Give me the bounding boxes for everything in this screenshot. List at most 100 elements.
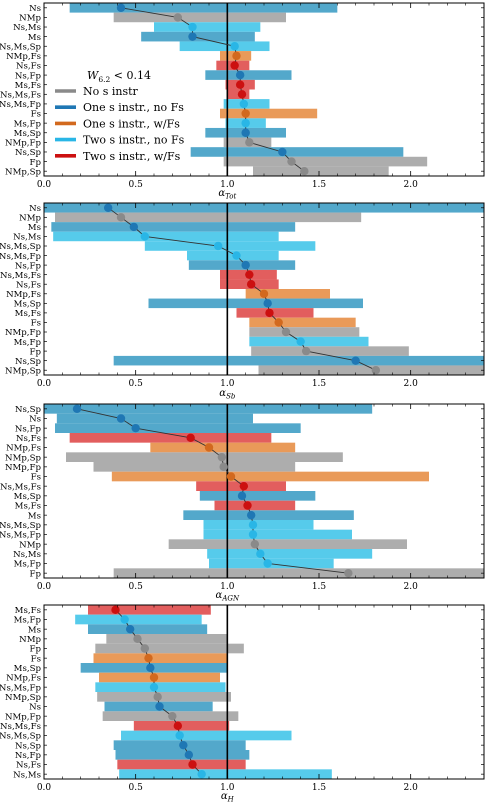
range-bar bbox=[154, 22, 261, 32]
y-tick-label: Fs bbox=[31, 319, 41, 329]
y-tick-label: Ns,Ms,Fp bbox=[0, 252, 41, 262]
median-point bbox=[72, 404, 82, 414]
range-bar bbox=[51, 222, 296, 232]
y-tick-label: Ns,Sp bbox=[15, 741, 42, 751]
median-point bbox=[239, 481, 249, 491]
median-point bbox=[116, 3, 126, 13]
range-bar bbox=[223, 156, 428, 167]
y-tick-label: Ns,Ms bbox=[13, 23, 41, 33]
y-tick-label: Ms,Fs bbox=[15, 606, 41, 616]
range-bar bbox=[69, 3, 338, 13]
range-bar bbox=[253, 166, 389, 176]
median-point bbox=[296, 337, 305, 346]
range-bar bbox=[168, 539, 407, 549]
range-bar bbox=[207, 549, 373, 559]
y-tick-label: Ns,Sp bbox=[15, 405, 42, 415]
y-tick-label: Fp bbox=[30, 158, 42, 168]
median-point bbox=[217, 452, 227, 462]
range-bar bbox=[205, 70, 292, 80]
y-tick-label: Ns bbox=[29, 703, 41, 713]
range-bar bbox=[148, 298, 363, 309]
y-tick-label: Ns,Ms,Fs bbox=[0, 722, 41, 732]
y-tick-label: Fp bbox=[30, 569, 42, 579]
y-tick-label: Ms bbox=[28, 33, 41, 43]
y-tick-label: NMp,Sp bbox=[5, 366, 41, 376]
median-point bbox=[243, 501, 252, 510]
median-point bbox=[250, 539, 260, 549]
range-bar bbox=[199, 491, 316, 501]
median-point bbox=[140, 644, 150, 653]
x-tick-label: 2.0 bbox=[404, 582, 419, 592]
median-point bbox=[149, 673, 159, 682]
range-bar bbox=[121, 730, 292, 741]
median-point bbox=[278, 147, 287, 157]
median-point bbox=[103, 203, 113, 212]
range-bar bbox=[97, 692, 232, 702]
range-bar bbox=[93, 462, 296, 472]
y-tick-label: Ns,Ms,Fs bbox=[0, 271, 41, 281]
range-bar bbox=[88, 605, 211, 615]
range-bar bbox=[88, 624, 208, 634]
y-tick-label: NMp,Fs bbox=[6, 674, 41, 684]
chart-panel-2: NsNMpMsNs,MsNs,Ms,SpNs,Ms,FpNs,FpNs,Ms,F… bbox=[0, 202, 485, 401]
median-point bbox=[237, 90, 247, 99]
median-point bbox=[144, 653, 153, 663]
range-bar bbox=[55, 212, 362, 223]
median-point bbox=[371, 366, 381, 375]
median-point bbox=[245, 270, 254, 279]
median-point bbox=[263, 299, 272, 308]
y-tick-label: Ns,Ms,Fs bbox=[0, 91, 41, 101]
y-tick-label: Ms,Fs bbox=[15, 81, 41, 91]
median-point bbox=[175, 731, 184, 740]
median-point bbox=[241, 109, 250, 118]
median-point bbox=[287, 157, 296, 166]
y-tick-label: Ns,Fs bbox=[16, 761, 41, 771]
range-bar bbox=[144, 241, 316, 251]
y-tick-label: Ns bbox=[29, 204, 41, 214]
y-tick-label: NMp bbox=[19, 540, 41, 550]
median-point bbox=[116, 414, 126, 423]
range-bar bbox=[44, 404, 373, 414]
y-tick-label: NMp,Fp bbox=[5, 712, 42, 722]
y-tick-label: Ms,Sp bbox=[14, 492, 42, 502]
median-point bbox=[248, 520, 258, 530]
x-tick-label: 0.0 bbox=[37, 582, 52, 592]
range-bar bbox=[99, 672, 220, 683]
median-point bbox=[168, 711, 177, 721]
range-bar bbox=[95, 682, 226, 692]
range-bar bbox=[44, 203, 484, 213]
y-tick-label: Ns,Fp bbox=[15, 424, 42, 434]
x-tick-label: 0.5 bbox=[129, 180, 144, 190]
y-tick-label: Ms bbox=[28, 625, 41, 635]
y-tick-label: Ns,Sp bbox=[15, 357, 42, 367]
median-point bbox=[173, 721, 183, 731]
y-tick-label: Ns,Ms,Fp bbox=[0, 531, 41, 541]
x-tick-label: 1.0 bbox=[220, 180, 235, 190]
range-bar bbox=[203, 520, 314, 530]
x-tick-label: 0.0 bbox=[37, 379, 52, 389]
y-tick-label: Fp bbox=[30, 347, 42, 357]
median-point bbox=[274, 318, 283, 327]
x-axis-label: αTot bbox=[218, 188, 236, 201]
range-bar bbox=[111, 471, 429, 482]
median-point bbox=[351, 356, 360, 365]
range-bar bbox=[220, 108, 318, 119]
y-tick-label: Ns,Fp bbox=[15, 261, 42, 271]
legend-label: One s instr., w/Fs bbox=[83, 117, 180, 130]
y-tick-label: Ns,Fp bbox=[15, 751, 42, 761]
median-point bbox=[281, 327, 291, 337]
median-point bbox=[245, 138, 254, 147]
median-point bbox=[259, 289, 269, 298]
range-bar bbox=[251, 346, 409, 356]
y-tick-label: Ns,Ms,Fp bbox=[0, 683, 41, 693]
range-bar bbox=[141, 31, 255, 42]
y-tick-label: Fs bbox=[31, 473, 41, 483]
x-tick-label: 1.5 bbox=[312, 783, 327, 793]
y-tick-label: Ms,Sp bbox=[14, 129, 42, 139]
median-point bbox=[188, 32, 197, 41]
y-tick-label: Ns bbox=[29, 4, 41, 14]
x-tick-label: 1.5 bbox=[312, 180, 327, 190]
y-tick-label: NMp,Fs bbox=[6, 290, 41, 300]
range-bar bbox=[55, 423, 301, 433]
